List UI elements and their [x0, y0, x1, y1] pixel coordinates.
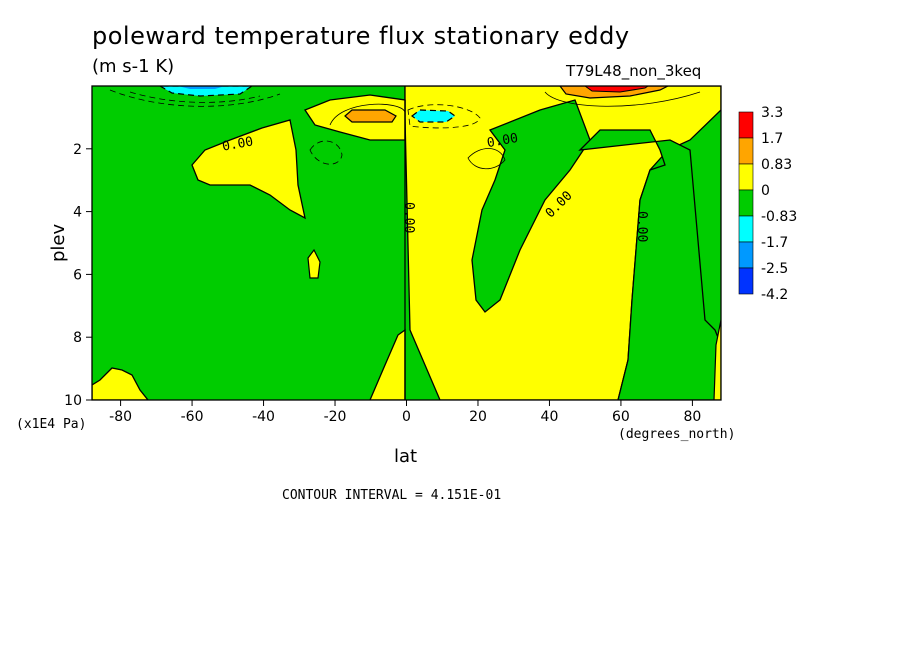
x-tick-label: -40	[252, 409, 275, 425]
x-axis-label: lat	[394, 446, 417, 467]
x-tick-label: -80	[109, 409, 132, 425]
field-peak-north	[584, 86, 649, 93]
x-tick-label: -20	[324, 409, 347, 425]
x-tick-label: 0	[402, 409, 411, 425]
colorbar-swatch	[738, 215, 754, 243]
colorbar-label: 0	[761, 183, 770, 199]
colorbar-label: -2.5	[761, 261, 788, 277]
contour-solid-north	[544, 91, 701, 107]
colorbar-swatch	[738, 111, 754, 139]
y-axis-label: plev	[48, 223, 69, 262]
y-axis-ticks: 2 4 6 8 10	[64, 142, 92, 409]
field-positive-east-edge	[713, 319, 721, 400]
colorbar-label: 3.3	[761, 105, 783, 121]
y-tick-label: 2	[73, 142, 82, 158]
field-max-subtropics	[344, 109, 397, 123]
colorbar: 3.3 1.7 0.83 0 -0.83 -1.7 -2.5 -4.2	[738, 105, 797, 303]
colorbar-swatch	[738, 189, 754, 217]
y-axis-units: (x1E4 Pa)	[16, 417, 86, 432]
colorbar-label: 1.7	[761, 131, 783, 147]
x-axis-ticks: -80 -60 -40 -20 0 20 40 60 80	[109, 400, 701, 425]
colorbar-label: 0.83	[761, 157, 792, 173]
chart-units: (m s-1 K)	[92, 56, 175, 77]
field-min-south-core	[178, 86, 225, 89]
field-positive-equator-wedge	[369, 328, 406, 400]
colorbar-label: -4.2	[761, 287, 788, 303]
y-tick-label: 6	[73, 267, 82, 283]
y-tick-label: 4	[73, 205, 82, 221]
field-min-subtropics	[411, 109, 457, 123]
field-min-south	[158, 86, 254, 97]
colorbar-swatch	[738, 241, 754, 269]
contour-label-5: 0.00	[634, 211, 649, 242]
contour-interval: CONTOUR INTERVAL = 4.151E-01	[282, 488, 502, 503]
run-label: T79L48_non_3keq	[566, 62, 702, 80]
field-positive-blob	[307, 248, 321, 279]
field-negative-north	[578, 129, 721, 400]
contour-label-1: 0.00	[221, 134, 254, 154]
x-tick-label: 40	[541, 409, 559, 425]
colorbar-swatch	[738, 137, 754, 165]
field-positive-southwest	[92, 367, 149, 400]
contour-dashed-south	[109, 89, 281, 107]
contour-solid-upper	[329, 103, 406, 126]
field-negative-tongue	[471, 99, 591, 313]
field-positive-west	[191, 119, 306, 220]
colorbar-swatch	[738, 267, 754, 295]
contour-label-2: 0.00	[401, 202, 416, 233]
colorbar-label: -0.83	[761, 209, 797, 225]
x-tick-label: 80	[683, 409, 701, 425]
x-tick-label: 20	[469, 409, 487, 425]
contour-dashed-south-minor	[309, 140, 343, 165]
contour-dashed-south-outer	[129, 91, 261, 103]
contour-dashed-equator	[407, 104, 481, 129]
contour-label-3: 0.00	[486, 131, 519, 151]
plot-area	[92, 86, 721, 400]
colorbar-label: -1.7	[761, 235, 788, 251]
y-tick-label: 8	[73, 330, 82, 346]
x-axis-units: (degrees_north)	[618, 427, 735, 442]
x-tick-label: -60	[181, 409, 204, 425]
colorbar-swatch	[738, 163, 754, 191]
y-tick-label: 10	[64, 393, 82, 409]
x-tick-label: 60	[612, 409, 630, 425]
chart-title: poleward temperature flux stationary edd…	[92, 22, 630, 50]
contour-solid-minor	[467, 148, 506, 170]
